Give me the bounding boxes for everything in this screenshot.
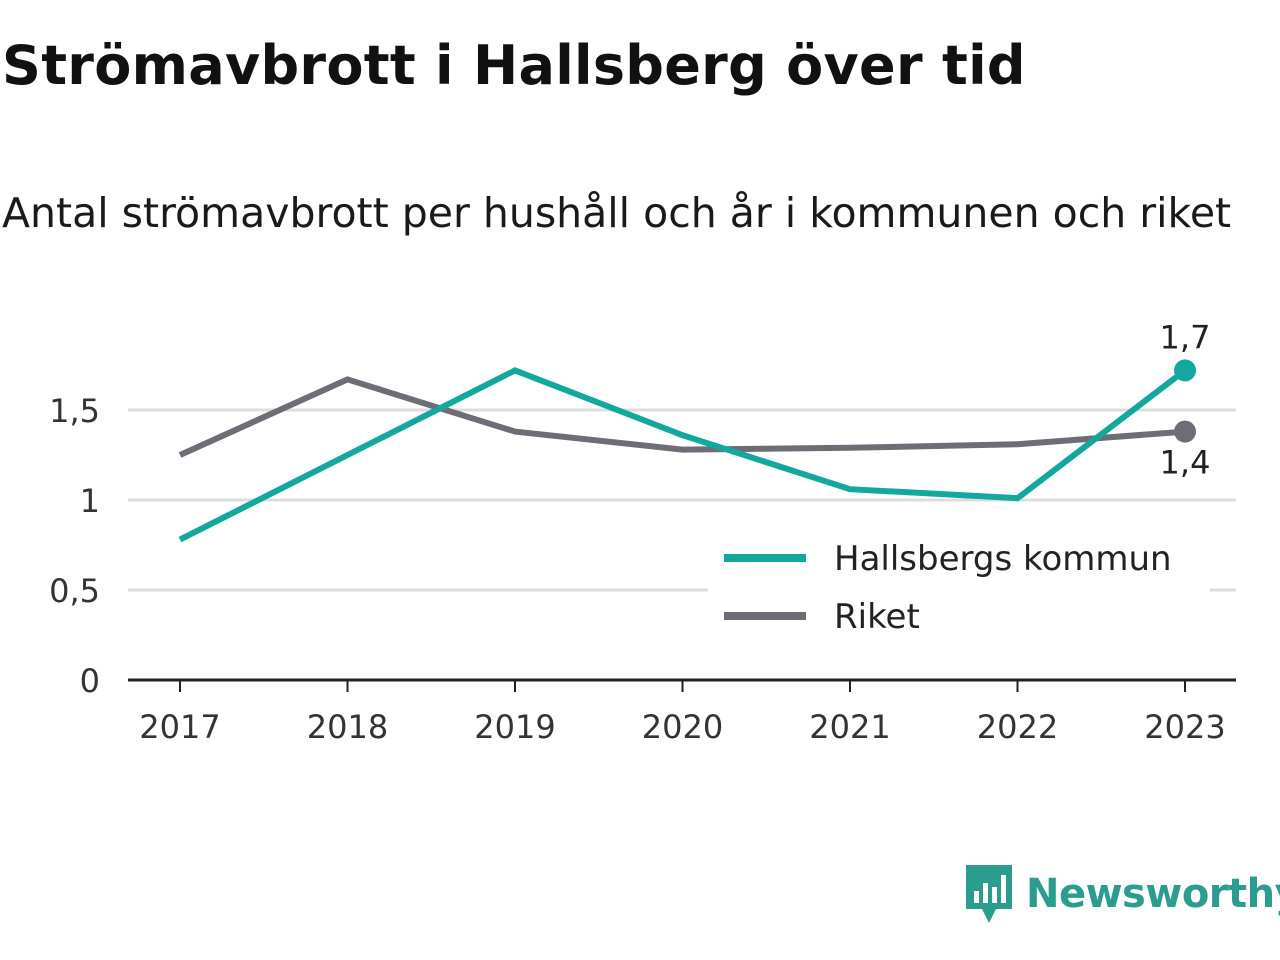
series-lines bbox=[178, 367, 1187, 543]
y-tick-label: 1,5 bbox=[49, 392, 100, 430]
series-line bbox=[178, 367, 1187, 543]
x-tick-label: 2020 bbox=[642, 708, 723, 746]
newsworthy-logo-icon bbox=[966, 865, 1012, 923]
x-tick-label: 2017 bbox=[139, 708, 220, 746]
series-end-label: 1,7 bbox=[1160, 318, 1211, 356]
chart-title: Strömavbrott i Hallsberg över tid bbox=[2, 34, 1026, 97]
brand-name: Newsworthy bbox=[1026, 871, 1280, 917]
x-axis-labels: 2017 2018 2019 2020 2021 2022 2023 bbox=[139, 708, 1225, 746]
series-end-point bbox=[1174, 420, 1196, 443]
legend-label: Hallsbergs kommun bbox=[834, 539, 1172, 579]
end-labels: 1,7 1,4 bbox=[1160, 318, 1211, 481]
series-end-point bbox=[1174, 359, 1196, 382]
y-axis-labels: 0 0,5 1 1,5 bbox=[49, 392, 100, 700]
y-tick-label: 1 bbox=[80, 482, 100, 520]
x-tick-label: 2022 bbox=[977, 708, 1058, 746]
x-tick-label: 2023 bbox=[1144, 708, 1225, 746]
x-tick-label: 2018 bbox=[307, 708, 388, 746]
brand-logo: Newsworthy bbox=[964, 862, 1280, 926]
x-tick-label: 2019 bbox=[474, 708, 555, 746]
x-axis bbox=[128, 678, 1236, 692]
legend-background bbox=[708, 530, 1210, 648]
legend: Hallsbergs kommun Riket bbox=[708, 530, 1210, 648]
legend-label: Riket bbox=[834, 597, 920, 637]
x-tick-label: 2021 bbox=[809, 708, 890, 746]
y-tick-label: 0 bbox=[80, 662, 100, 700]
y-tick-label: 0,5 bbox=[49, 572, 100, 610]
chart-subtitle: Antal strömavbrott per hushåll och år i … bbox=[2, 189, 1232, 237]
series-end-label: 1,4 bbox=[1160, 444, 1211, 482]
series-line bbox=[178, 376, 1186, 458]
